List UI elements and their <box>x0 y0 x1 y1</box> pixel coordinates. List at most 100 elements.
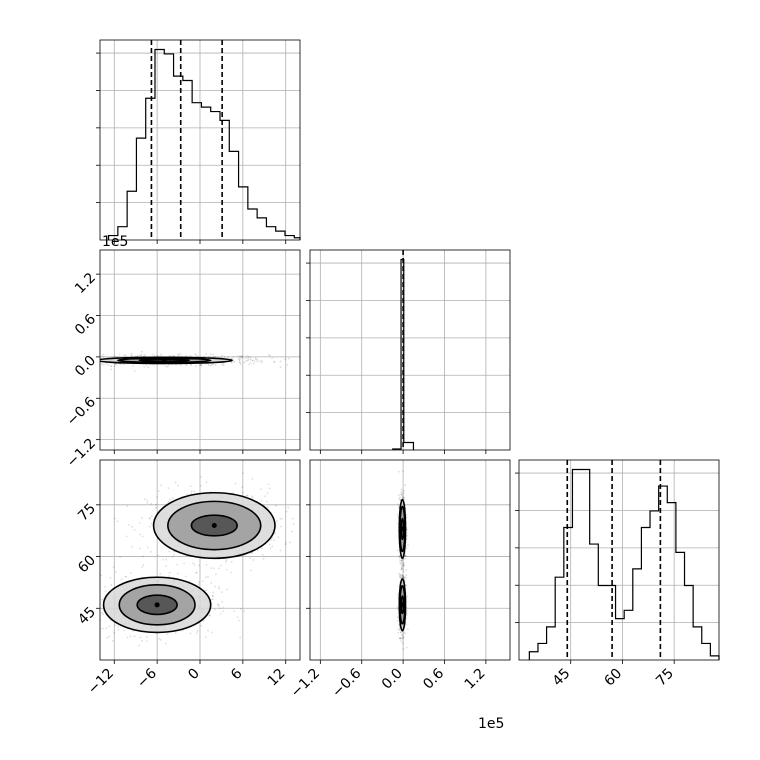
scatter-point <box>279 366 282 369</box>
scatter-point <box>61 364 63 366</box>
scatter-point <box>402 492 405 494</box>
scatter-point <box>116 355 119 358</box>
scatter-point <box>146 546 149 549</box>
scatter-point <box>167 487 170 490</box>
scatter-point <box>242 472 244 475</box>
scatter-point <box>110 368 112 371</box>
scatter-point <box>65 363 67 365</box>
scatter-point <box>190 490 193 493</box>
scatter-point <box>399 575 402 578</box>
scatter-point <box>118 353 121 356</box>
scatter-point <box>401 564 404 566</box>
scatter-point <box>402 576 405 579</box>
scatter-point <box>195 571 198 574</box>
scatter-point <box>130 354 132 357</box>
scatter-point <box>148 517 151 520</box>
scatter-point <box>219 612 222 615</box>
scatter-point <box>406 628 409 631</box>
scatter-point <box>194 353 196 355</box>
scatter-point <box>171 556 174 558</box>
scatter-point <box>154 506 157 509</box>
contour-line <box>190 514 238 537</box>
scatter-point <box>396 513 399 516</box>
scatter-point <box>256 549 259 552</box>
scatter-point <box>74 359 76 361</box>
scatter-point <box>402 565 405 568</box>
scatter-point <box>151 353 154 356</box>
scatter-point <box>185 575 187 578</box>
scatter-point <box>198 564 200 567</box>
scatter-point <box>150 515 153 518</box>
scatter-point <box>123 354 126 357</box>
scatter-point <box>102 613 105 616</box>
xtick-label: 0.6 <box>420 665 447 692</box>
scatter-point <box>202 580 204 583</box>
scatter-point <box>198 580 200 583</box>
scatter-point <box>220 354 223 357</box>
scatter-point <box>58 361 60 363</box>
scatter-point <box>246 494 249 497</box>
scatter-point <box>241 486 244 488</box>
scatter-point <box>150 522 153 525</box>
scatter-point <box>214 364 217 367</box>
scatter-point <box>250 569 253 572</box>
scatter-point <box>204 576 207 579</box>
scatter-point <box>260 499 263 502</box>
scatter-point <box>274 504 277 507</box>
scatter-point <box>165 564 167 567</box>
scatter-point <box>207 629 209 632</box>
xtick-label: 45 <box>550 666 574 690</box>
scatter-point <box>222 610 224 613</box>
hist-panel-0 <box>96 39 301 241</box>
scatter-point <box>401 637 403 640</box>
scatter-point <box>185 364 188 366</box>
scatter-point <box>197 583 200 586</box>
scatter-point <box>291 530 294 533</box>
scatter-point <box>400 560 403 563</box>
scatter-point <box>167 575 170 578</box>
scatter-point <box>399 573 402 576</box>
scatter-point <box>397 628 400 631</box>
scatter-point <box>268 354 271 357</box>
scatter-point <box>75 360 77 362</box>
scatter-point <box>172 550 175 553</box>
scatter-point <box>169 355 171 357</box>
scatter-point <box>73 356 75 358</box>
scatter-point <box>251 496 254 499</box>
scatter-point <box>401 493 404 495</box>
scatter-point <box>265 500 268 503</box>
scatter-point <box>80 596 82 598</box>
scatter-point <box>286 363 289 366</box>
scatter-point <box>400 494 403 496</box>
scatter-point <box>49 362 51 364</box>
scatter-point <box>402 635 404 638</box>
scatter-point <box>398 497 400 500</box>
scatter-point <box>193 564 196 567</box>
scatter-point <box>239 355 242 358</box>
scatter-point <box>400 568 403 571</box>
scatter-point <box>400 491 403 494</box>
scatter-point <box>223 356 226 358</box>
scatter-point <box>405 555 408 558</box>
scatter-point <box>139 533 142 536</box>
scatter-point <box>219 564 222 567</box>
scatter-point <box>55 360 57 362</box>
scatter-point <box>268 543 271 546</box>
scatter-point <box>167 500 170 503</box>
scatter-point <box>402 561 405 564</box>
scatter-point <box>164 365 167 368</box>
scatter-point <box>200 363 203 366</box>
scatter-point <box>179 364 182 366</box>
scatter-point <box>398 470 400 473</box>
xtick-label: −1.2 <box>288 666 323 701</box>
scatter-point <box>245 494 248 497</box>
scatter-point <box>405 528 408 531</box>
xtick-label: 0 <box>185 666 203 684</box>
panel-2-0 <box>80 459 301 661</box>
scatter-point <box>402 497 405 499</box>
scatter-point <box>110 584 113 586</box>
scatter-point <box>105 362 108 365</box>
scatter-point <box>199 475 202 478</box>
scatter-point <box>124 354 127 357</box>
scatter-point <box>131 525 134 528</box>
